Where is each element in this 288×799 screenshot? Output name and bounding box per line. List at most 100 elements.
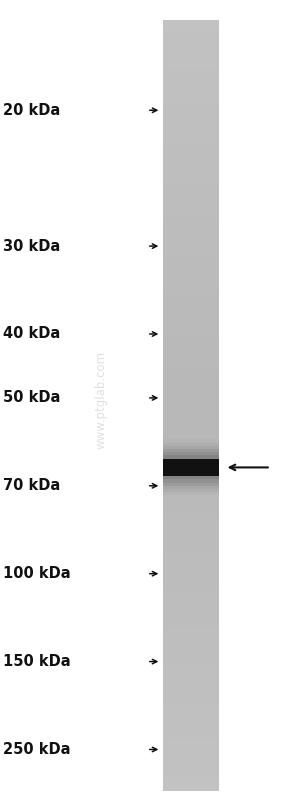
Bar bbox=[163, 172, 219, 174]
Bar bbox=[163, 434, 219, 436]
Bar bbox=[163, 259, 219, 261]
Bar bbox=[163, 324, 219, 326]
Bar bbox=[163, 364, 219, 367]
Bar bbox=[163, 618, 219, 622]
Bar bbox=[163, 419, 219, 421]
Bar bbox=[163, 288, 219, 290]
Bar bbox=[163, 681, 219, 683]
Bar bbox=[163, 694, 219, 696]
Bar bbox=[163, 724, 219, 727]
Bar bbox=[163, 721, 219, 724]
Bar bbox=[163, 565, 219, 567]
Bar bbox=[163, 747, 219, 750]
Bar bbox=[163, 686, 219, 688]
Bar bbox=[163, 202, 219, 205]
Bar bbox=[163, 149, 219, 151]
Bar bbox=[163, 28, 219, 30]
Bar bbox=[163, 182, 219, 185]
Bar bbox=[163, 626, 219, 629]
Bar bbox=[163, 598, 219, 601]
Bar bbox=[163, 542, 219, 544]
Bar bbox=[163, 48, 219, 51]
Bar bbox=[163, 555, 219, 557]
Bar bbox=[163, 609, 219, 611]
Bar bbox=[163, 208, 219, 210]
Bar bbox=[163, 94, 219, 97]
Bar bbox=[163, 241, 219, 244]
Text: 150 kDa: 150 kDa bbox=[3, 654, 71, 669]
Bar bbox=[163, 38, 219, 41]
Bar bbox=[163, 177, 219, 179]
Bar bbox=[163, 300, 219, 303]
Bar bbox=[163, 582, 219, 586]
Bar bbox=[163, 675, 219, 678]
Bar bbox=[163, 123, 219, 125]
Bar bbox=[163, 20, 219, 22]
Bar bbox=[163, 709, 219, 711]
Bar bbox=[163, 274, 219, 277]
Bar bbox=[163, 480, 219, 483]
Bar bbox=[163, 413, 219, 415]
Bar bbox=[163, 544, 219, 547]
Bar bbox=[163, 246, 219, 248]
Bar bbox=[163, 205, 219, 208]
Bar bbox=[163, 125, 219, 128]
Bar bbox=[163, 415, 219, 419]
Bar bbox=[163, 164, 219, 166]
Bar bbox=[163, 491, 219, 493]
Bar bbox=[163, 647, 219, 650]
Bar bbox=[163, 267, 219, 269]
Bar bbox=[163, 757, 219, 760]
Bar bbox=[163, 750, 219, 753]
Bar bbox=[163, 668, 219, 670]
Bar bbox=[163, 717, 219, 719]
Bar bbox=[163, 105, 219, 107]
Bar bbox=[163, 303, 219, 305]
Bar bbox=[163, 349, 219, 352]
Bar bbox=[163, 778, 219, 781]
Bar bbox=[163, 377, 219, 380]
Bar bbox=[163, 428, 219, 431]
Bar bbox=[163, 185, 219, 187]
Bar bbox=[163, 280, 219, 282]
Bar bbox=[163, 423, 219, 426]
Bar bbox=[163, 590, 219, 593]
Bar bbox=[163, 624, 219, 626]
Bar bbox=[163, 508, 219, 511]
Bar bbox=[163, 673, 219, 675]
Bar bbox=[163, 560, 219, 562]
Bar bbox=[163, 341, 219, 344]
Bar bbox=[163, 189, 219, 193]
Bar bbox=[163, 452, 219, 483]
Bar bbox=[163, 464, 219, 467]
Bar bbox=[163, 331, 219, 333]
Bar bbox=[163, 336, 219, 339]
Bar bbox=[163, 678, 219, 681]
Bar bbox=[163, 562, 219, 565]
Bar bbox=[163, 97, 219, 100]
Bar bbox=[163, 506, 219, 508]
Bar bbox=[163, 156, 219, 159]
Bar bbox=[163, 174, 219, 177]
Bar bbox=[163, 470, 219, 472]
Bar bbox=[163, 539, 219, 542]
Bar bbox=[163, 369, 219, 372]
Bar bbox=[163, 153, 219, 156]
Bar bbox=[163, 578, 219, 580]
Bar bbox=[163, 698, 219, 701]
Bar bbox=[163, 487, 219, 491]
Bar bbox=[163, 691, 219, 694]
Bar bbox=[163, 120, 219, 123]
Bar bbox=[163, 493, 219, 495]
Text: 30 kDa: 30 kDa bbox=[3, 239, 60, 253]
Bar bbox=[163, 244, 219, 246]
Bar bbox=[163, 58, 219, 61]
Text: 100 kDa: 100 kDa bbox=[3, 566, 71, 581]
Bar bbox=[163, 367, 219, 369]
Bar bbox=[163, 248, 219, 251]
Bar bbox=[163, 41, 219, 43]
Bar bbox=[163, 696, 219, 698]
Bar bbox=[163, 352, 219, 354]
Bar bbox=[163, 51, 219, 54]
Bar bbox=[163, 511, 219, 514]
